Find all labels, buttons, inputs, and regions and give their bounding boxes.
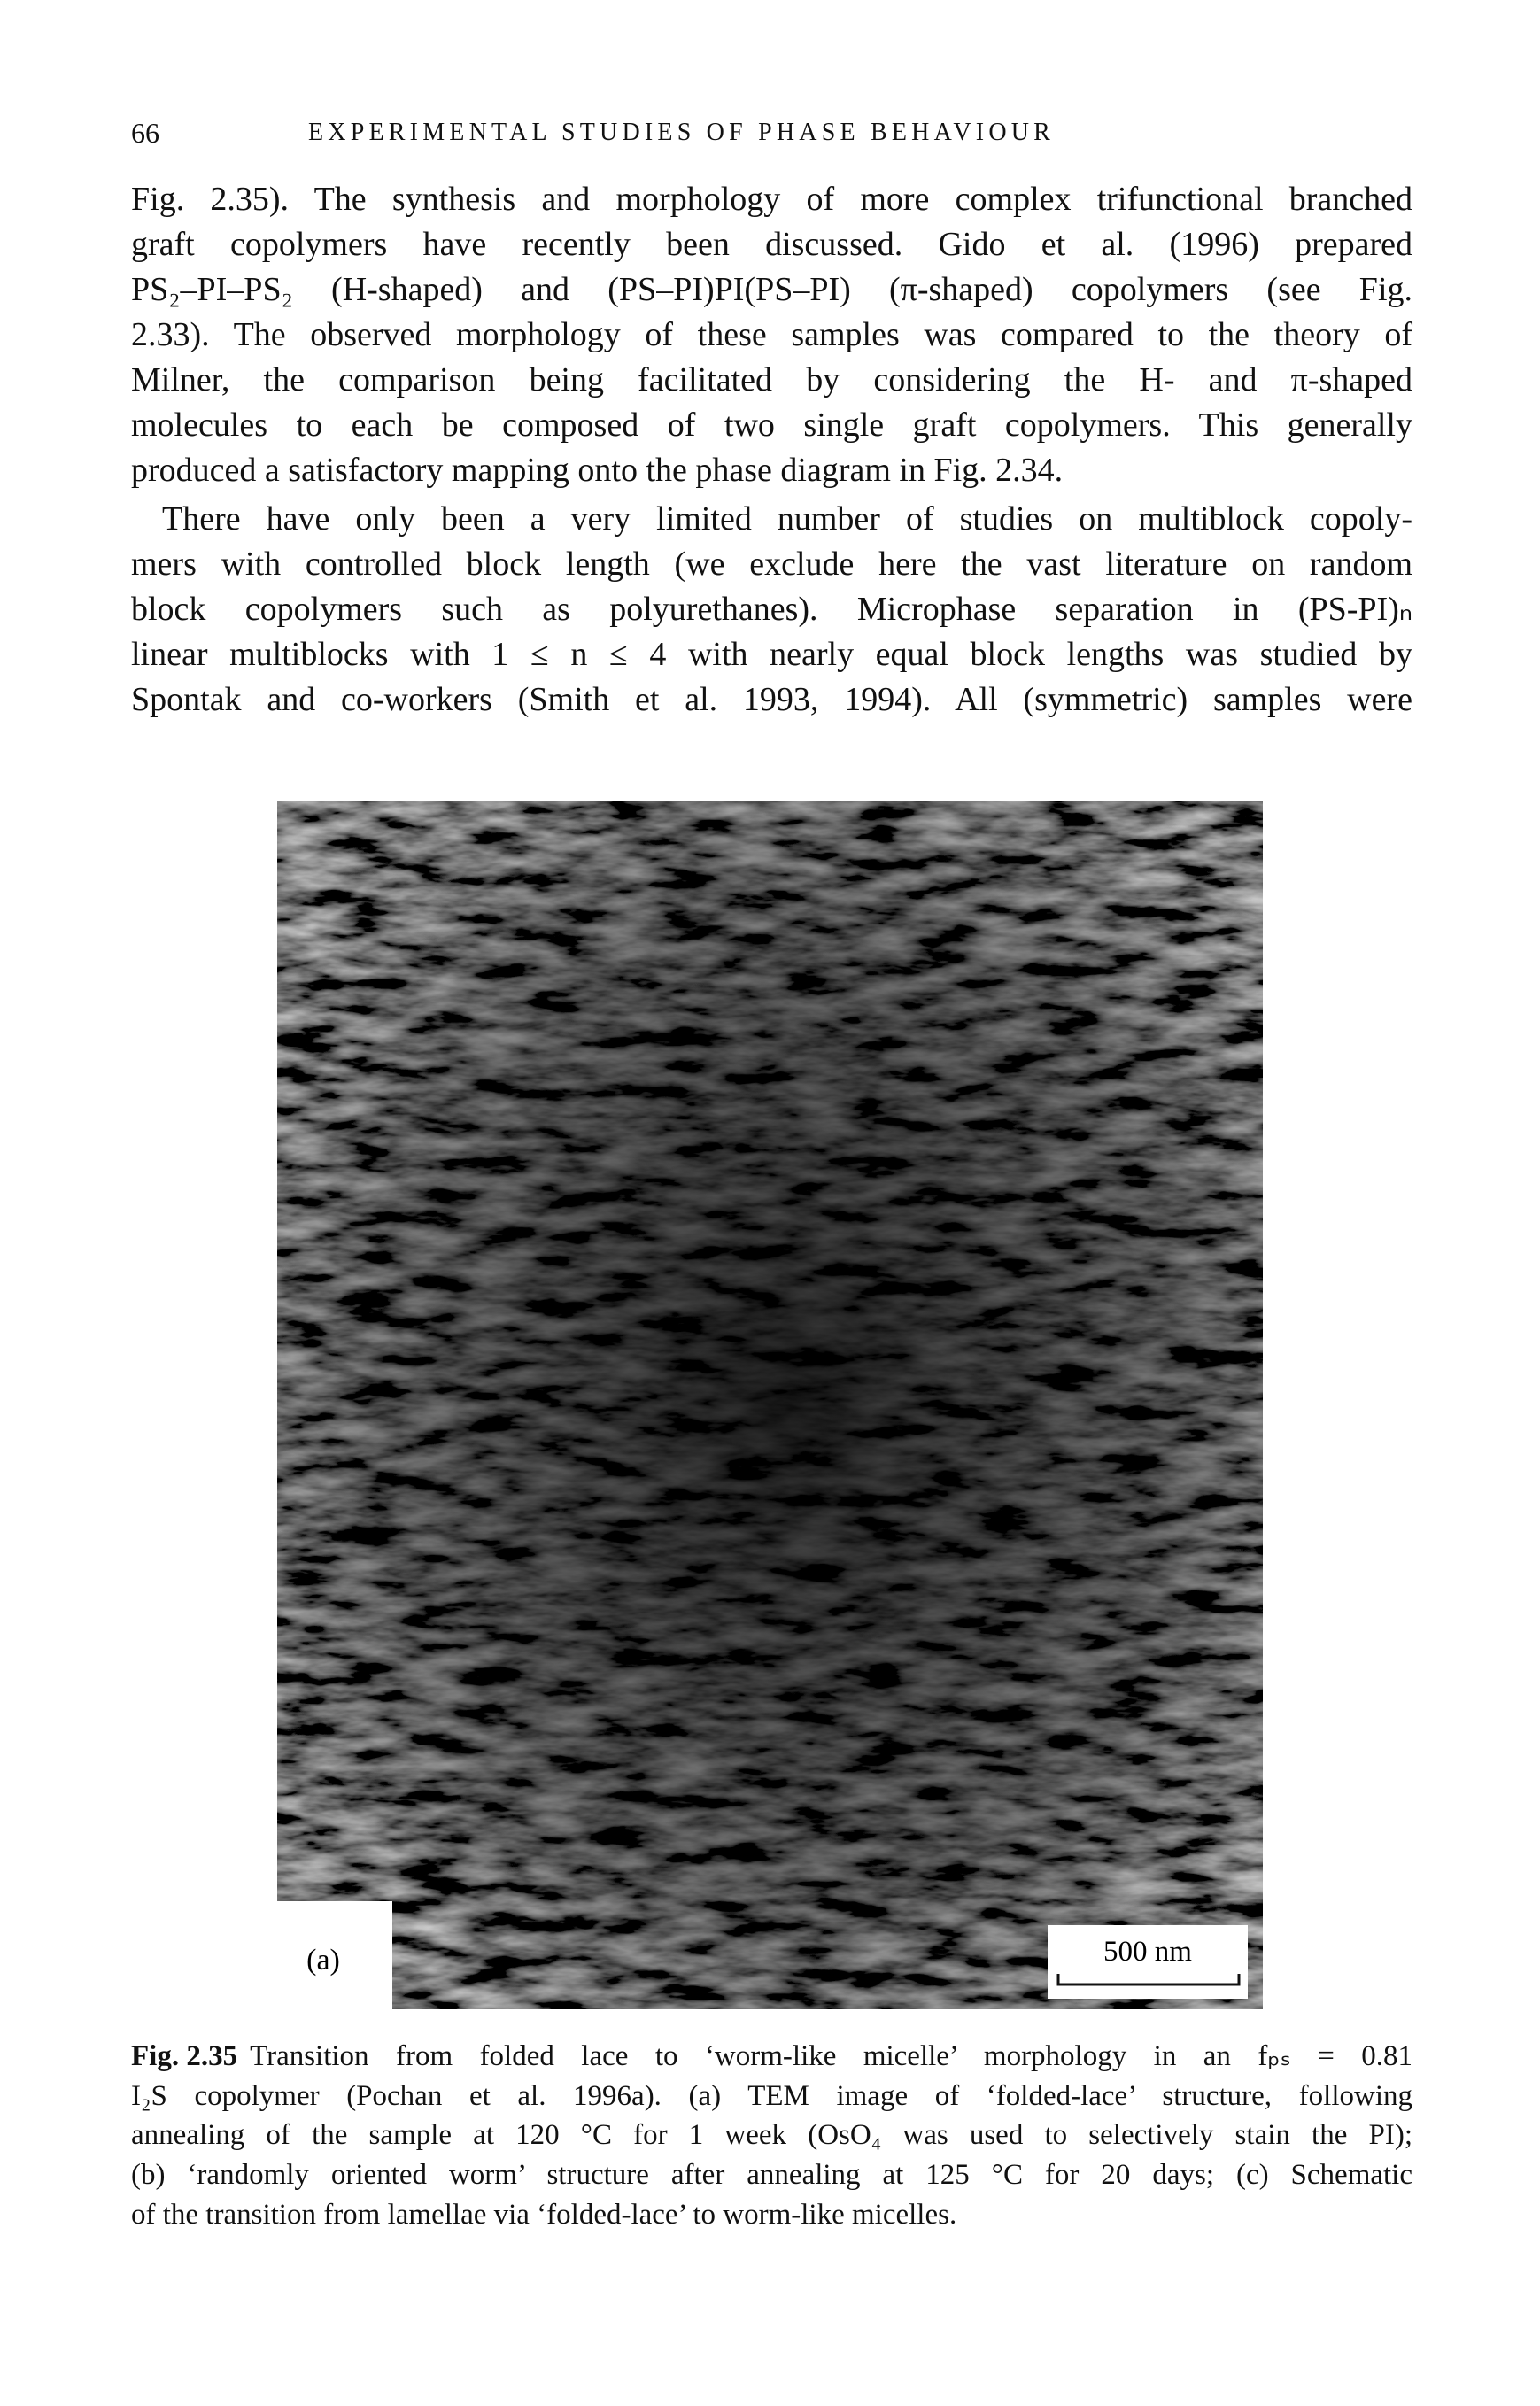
body-line: block copolymers such as polyurethanes).… [131,591,1412,628]
caption-line: Fig. 2.35 Transition from folded lace to … [131,2037,1412,2077]
scale-bar [1056,1974,1241,1986]
caption-line: of the transition from lamellae via ‘fol… [131,2198,957,2231]
body-line: There have only been a very limited numb… [162,500,1412,538]
body-line: mers with controlled block length (we ex… [131,545,1412,583]
panel-label-background [277,1901,392,2009]
body-line: molecules to each be composed of two sin… [131,406,1412,444]
caption-line: I₂S copolymer (Pochan et al. 1996a). (a)… [131,2079,1412,2112]
scale-bar-label: 500 nm [1103,1936,1192,1968]
body-line: Milner, the comparison being facilitated… [131,361,1412,398]
scale-bar-box [1048,1925,1248,1999]
body-line: PS₂–PI–PS₂ (H-shaped) and (PS–PI)PI(PS–P… [131,271,1412,308]
caption-line: (b) ‘randomly oriented worm’ structure a… [131,2159,1412,2192]
caption-label: Fig. 2.35 [131,2040,238,2072]
running-title: EXPERIMENTAL STUDIES OF PHASE BEHAVIOUR [308,119,1056,146]
tem-shading [277,801,1263,2009]
body-line: 2.33). The observed morphology of these … [131,316,1412,353]
body-line: Spontak and co-workers (Smith et al. 199… [131,681,1412,718]
body-line: linear multiblocks with 1 ≤ n ≤ 4 with n… [131,636,1412,673]
page-number: 66 [131,117,159,149]
body-line: produced a satisfactory mapping onto the… [131,452,1064,489]
caption-text: Transition from folded lace to ‘worm-lik… [250,2040,1412,2072]
caption-line: annealing of the sample at 120 °C for 1 … [131,2119,1412,2152]
panel-label: (a) [306,1944,340,1977]
body-line: graft copolymers have recently been disc… [131,226,1412,263]
body-line: Fig. 2.35). The synthesis and morphology… [131,181,1412,218]
figure: (a) 500 nm [277,801,1263,2009]
